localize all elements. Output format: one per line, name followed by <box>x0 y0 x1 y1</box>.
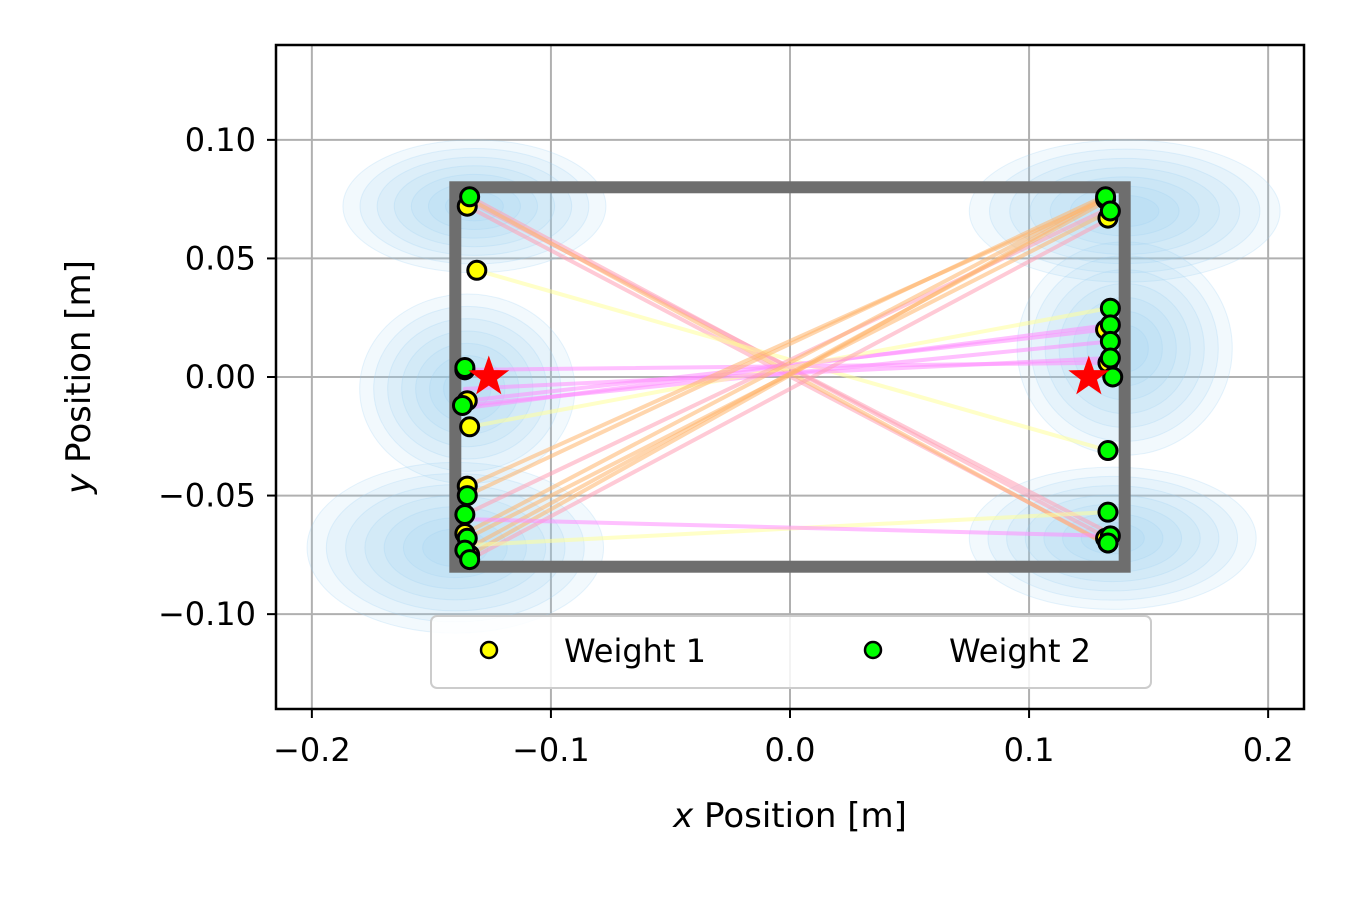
connection-line <box>467 517 1113 538</box>
y-tick-label: −0.05 <box>158 477 256 515</box>
y-tick-label: 0.00 <box>185 358 256 396</box>
workspace-frame <box>449 181 1131 573</box>
x-tick-label: 0.0 <box>765 731 816 769</box>
connection-lines <box>460 192 1113 562</box>
connection-line <box>467 216 1113 562</box>
point-weight-2 <box>454 504 476 526</box>
connection-line <box>465 192 1110 498</box>
connection-line <box>467 306 1110 429</box>
connection-line <box>462 194 1108 536</box>
point-weight-2 <box>1097 532 1119 554</box>
legend-marker-weight-2 <box>863 640 883 660</box>
x-tick-label: −0.1 <box>512 731 590 769</box>
y-axis-label: y Position [m] <box>59 260 99 495</box>
workspace-frame-rect <box>449 181 1131 573</box>
point-weight-2 <box>456 485 478 507</box>
target-star-marker <box>468 355 510 395</box>
point-weight-2 <box>459 186 481 208</box>
x-tick-label: 0.1 <box>1004 731 1055 769</box>
legend-marker-weight-1 <box>479 640 499 660</box>
point-weight-2 <box>1097 440 1119 462</box>
point-weight-2 <box>1099 200 1121 222</box>
connection-line <box>467 194 1110 557</box>
point-weight-2 <box>1099 347 1121 369</box>
scatter-points <box>451 186 1124 571</box>
target-markers <box>468 355 1110 395</box>
legend-label-weight-1: Weight 1 <box>564 632 706 670</box>
y-axis-ticks: −0.10 −0.05 0.00 0.05 0.10 <box>158 121 276 633</box>
legend-label-weight-2: Weight 2 <box>949 632 1091 670</box>
y-tick-label: −0.10 <box>158 595 256 633</box>
point-weight-2 <box>451 394 473 416</box>
point-weight-2 <box>1097 501 1119 523</box>
point-weight-2 <box>459 549 481 571</box>
x-tick-label: −0.2 <box>273 731 351 769</box>
point-weight-2 <box>454 357 476 379</box>
legend: Weight 1 Weight 2 <box>430 615 1152 689</box>
legend-box <box>430 615 1152 689</box>
x-axis-label: x Position [m] <box>672 796 907 836</box>
point-weight-2 <box>1102 366 1124 388</box>
x-tick-label: 0.2 <box>1243 731 1294 769</box>
y-tick-label: 0.05 <box>185 239 256 277</box>
target-star-marker <box>1068 355 1110 395</box>
x-axis-ticks: −0.2 −0.1 0.0 0.1 0.2 <box>273 709 1294 769</box>
y-tick-label: 0.10 <box>185 121 256 159</box>
point-weight-1 <box>466 259 488 281</box>
point-weight-1 <box>459 416 481 438</box>
